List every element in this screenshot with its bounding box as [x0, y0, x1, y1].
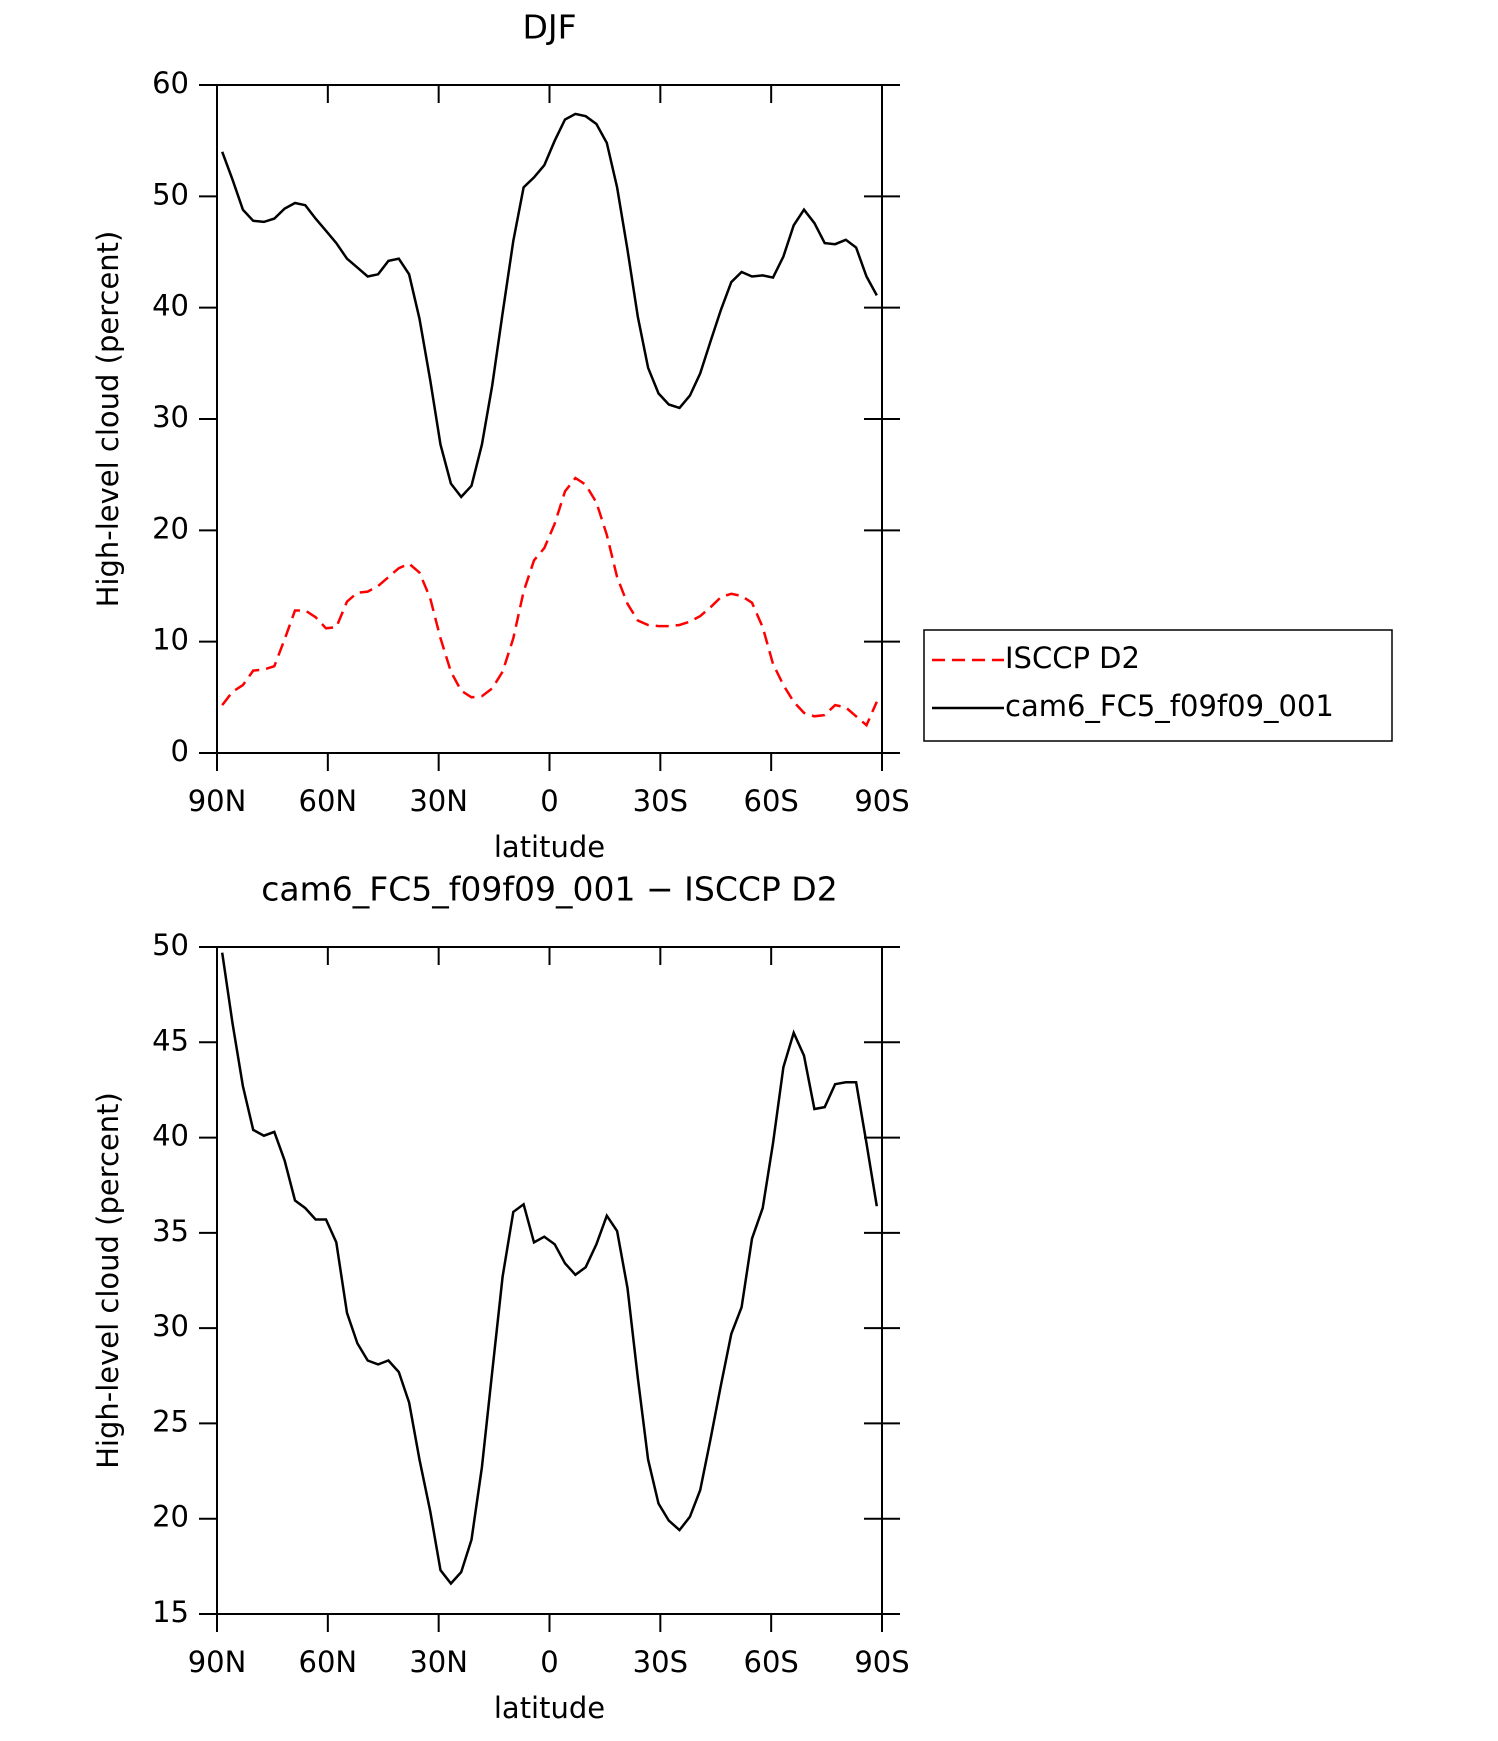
x-tick-label: 90N [188, 784, 247, 818]
x-tick-label: 90S [854, 784, 909, 818]
y-tick-label: 0 [171, 734, 189, 768]
x-tick-label: 0 [540, 784, 558, 818]
y-axis-label: High-level cloud (percent) [91, 231, 125, 608]
legend-box [923, 629, 1393, 742]
y-tick-label: 20 [152, 511, 189, 545]
y-tick-label: 25 [152, 1404, 189, 1438]
x-tick-label: 0 [540, 1645, 558, 1679]
y-tick-label: 15 [152, 1595, 189, 1629]
y-tick-label: 30 [152, 1309, 189, 1343]
chart-title: DJF [522, 8, 576, 47]
x-tick-label: 60S [744, 784, 799, 818]
x-tick-label: 60S [744, 1645, 799, 1679]
chart-title: cam6_FC5_f09f09_001 − ISCCP D2 [261, 870, 837, 909]
y-axis-label: High-level cloud (percent) [91, 1092, 125, 1469]
x-tick-label: 90N [188, 1645, 247, 1679]
data-line [221, 476, 878, 728]
y-tick-label: 50 [152, 177, 189, 211]
y-tick-label: 50 [152, 928, 189, 962]
y-tick-label: 30 [152, 400, 189, 434]
x-tick-label: 90S [854, 1645, 909, 1679]
plot-frame [216, 84, 883, 754]
data-line [220, 952, 879, 1586]
x-tick-label: 30S [633, 784, 688, 818]
y-tick-label: 40 [152, 1119, 189, 1153]
x-axis-label: latitude [494, 1691, 605, 1725]
x-tick-label: 30N [409, 1645, 468, 1679]
y-tick-label: 35 [152, 1214, 189, 1248]
y-tick-label: 60 [152, 66, 189, 100]
x-axis-label: latitude [494, 830, 605, 864]
y-tick-label: 20 [152, 1500, 189, 1534]
legend-label: cam6_FC5_f09f09_001 [1005, 689, 1334, 723]
x-tick-label: 60N [299, 784, 358, 818]
y-tick-label: 40 [152, 289, 189, 323]
legend-label: ISCCP D2 [1005, 641, 1140, 675]
plot-frame [216, 946, 883, 1615]
y-tick-label: 10 [152, 623, 189, 657]
x-tick-label: 60N [299, 1645, 358, 1679]
data-line [221, 112, 878, 499]
x-tick-label: 30S [633, 1645, 688, 1679]
x-tick-label: 30N [409, 784, 468, 818]
y-tick-label: 45 [152, 1023, 189, 1057]
